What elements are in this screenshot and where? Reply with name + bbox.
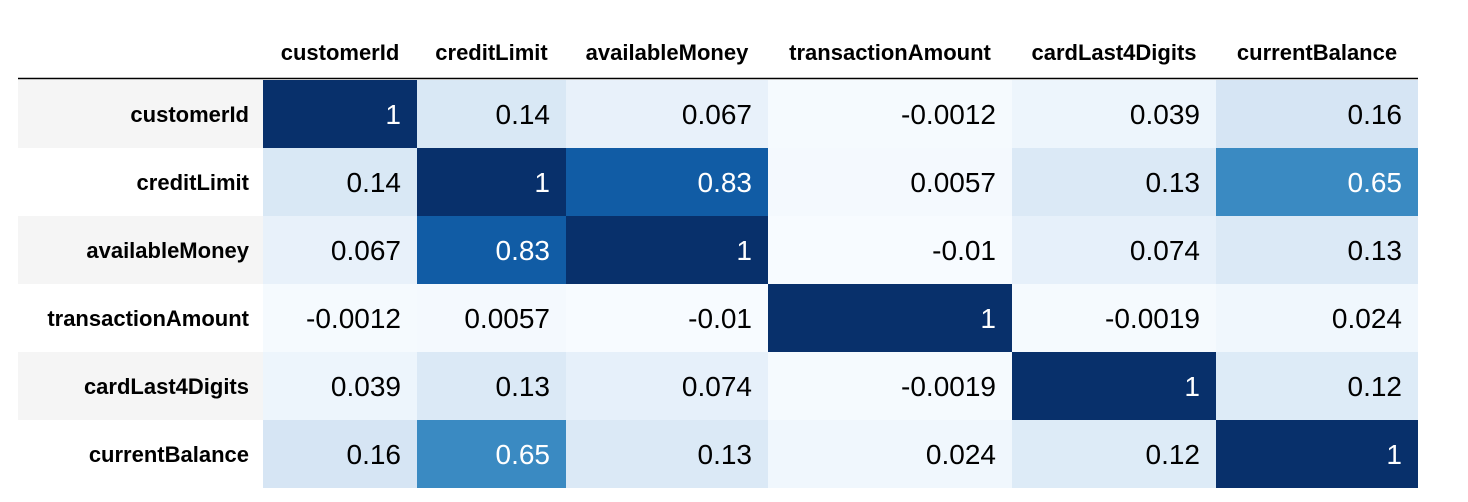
cell-label-1-5: 0.65 (1348, 167, 1403, 198)
row-header-0: customerId (130, 102, 249, 127)
heatmap-cell-2-1 (417, 216, 566, 284)
row-header-2: availableMoney (86, 238, 249, 263)
heatmap-cell-1-1 (417, 148, 566, 216)
heatmap-cell-0-2 (566, 80, 768, 148)
heatmap-cell-0-0 (263, 80, 417, 148)
cell-label-4-4: 1 (1184, 371, 1200, 402)
heatmap-cell-3-1 (417, 284, 566, 352)
row-header-1: creditLimit (137, 170, 250, 195)
row-header-4: cardLast4Digits (84, 374, 249, 399)
heatmap-cell-4-4 (1012, 352, 1216, 420)
cell-label-3-1: 0.0057 (464, 303, 550, 334)
heatmap-cell-3-0 (263, 284, 417, 352)
heatmap-cells: 1 0.14 0.067 -0.0012 0.039 0.16 0.14 1 0.83 0.005… (263, 80, 1418, 488)
heatmap-cell-1-4 (1012, 148, 1216, 216)
row-header-5: currentBalance (89, 442, 249, 467)
row-headers: customerId creditLimit availableMoney trans… (18, 80, 263, 488)
heatmap-cell-2-4 (1012, 216, 1216, 284)
heatmap-cell-5-0 (263, 420, 417, 488)
heatmap-cell-5-4 (1012, 420, 1216, 488)
cell-label-0-5: 0.16 (1348, 99, 1403, 130)
heatmap-cell-2-5 (1216, 216, 1418, 284)
cell-label-2-0: 0.067 (331, 235, 401, 266)
row-header-bg-3 (18, 284, 263, 352)
heatmap-cell-5-2 (566, 420, 768, 488)
heatmap-cell-3-4 (1012, 284, 1216, 352)
heatmap-cell-0-3 (768, 80, 1012, 148)
row-header-bg-2 (18, 216, 263, 284)
heatmap-cell-4-2 (566, 352, 768, 420)
heatmap-cell-0-4 (1012, 80, 1216, 148)
cell-label-5-5: 1 (1386, 439, 1402, 470)
column-header-5: currentBalance (1237, 40, 1397, 65)
cell-label-5-0: 0.16 (347, 439, 402, 470)
heatmap-cell-4-3 (768, 352, 1012, 420)
heatmap-cell-0-5 (1216, 80, 1418, 148)
cell-label-4-2: 0.074 (682, 371, 752, 402)
cell-label-0-0: 1 (385, 99, 401, 130)
heatmap-cell-5-5 (1216, 420, 1418, 488)
column-header-0: customerId (281, 40, 400, 65)
heatmap-cell-1-2 (566, 148, 768, 216)
cell-label-5-2: 0.13 (698, 439, 753, 470)
heatmap-cell-5-3 (768, 420, 1012, 488)
heatmap-cell-2-3 (768, 216, 1012, 284)
heatmap-cell-1-3 (768, 148, 1012, 216)
heatmap-cell-2-2 (566, 216, 768, 284)
column-header-2: availableMoney (586, 40, 749, 65)
cell-label-1-2: 0.83 (698, 167, 753, 198)
row-header-bg-5 (18, 420, 263, 488)
cell-label-5-4: 0.12 (1146, 439, 1201, 470)
cell-label-3-2: -0.01 (688, 303, 752, 334)
column-header-1: creditLimit (435, 40, 548, 65)
heatmap-cell-3-2 (566, 284, 768, 352)
cell-label-0-2: 0.067 (682, 99, 752, 130)
cell-label-2-1: 0.83 (496, 235, 551, 266)
cell-label-4-1: 0.13 (496, 371, 551, 402)
heatmap-cell-1-0 (263, 148, 417, 216)
cell-label-4-0: 0.039 (331, 371, 401, 402)
cell-label-4-5: 0.12 (1348, 371, 1403, 402)
row-header-bg-0 (18, 80, 263, 148)
cell-label-3-4: -0.0019 (1105, 303, 1200, 334)
heatmap-cell-4-5 (1216, 352, 1418, 420)
cell-label-1-4: 0.13 (1146, 167, 1201, 198)
heatmap-cell-2-0 (263, 216, 417, 284)
heatmap-cell-5-1 (417, 420, 566, 488)
cell-label-1-0: 0.14 (347, 167, 402, 198)
cell-label-5-1: 0.65 (496, 439, 551, 470)
cell-label-1-3: 0.0057 (910, 167, 996, 198)
heatmap-cell-3-5 (1216, 284, 1418, 352)
row-header-3: transactionAmount (47, 306, 249, 331)
column-header-3: transactionAmount (789, 40, 991, 65)
cell-label-2-3: -0.01 (932, 235, 996, 266)
row-header-bg-1 (18, 148, 263, 216)
cell-label-5-3: 0.024 (926, 439, 996, 470)
cell-label-0-3: -0.0012 (901, 99, 996, 130)
cell-label-0-4: 0.039 (1130, 99, 1200, 130)
row-header-bg-4 (18, 352, 263, 420)
heatmap-cell-3-3 (768, 284, 1012, 352)
cell-label-3-0: -0.0012 (306, 303, 401, 334)
cell-label-2-5: 0.13 (1348, 235, 1403, 266)
column-header-4: cardLast4Digits (1031, 40, 1196, 65)
cell-label-1-1: 1 (534, 167, 550, 198)
cell-label-0-1: 0.14 (496, 99, 551, 130)
cell-label-2-4: 0.074 (1130, 235, 1200, 266)
cell-label-3-5: 0.024 (1332, 303, 1402, 334)
cell-label-2-2: 1 (736, 235, 752, 266)
heatmap-cell-4-0 (263, 352, 417, 420)
column-headers: customerId creditLimit availableMoney trans… (281, 40, 1397, 65)
heatmap-cell-0-1 (417, 80, 566, 148)
heatmap-cell-1-5 (1216, 148, 1418, 216)
cell-label-4-3: -0.0019 (901, 371, 996, 402)
heatmap-cell-4-1 (417, 352, 566, 420)
cell-label-3-3: 1 (980, 303, 996, 334)
